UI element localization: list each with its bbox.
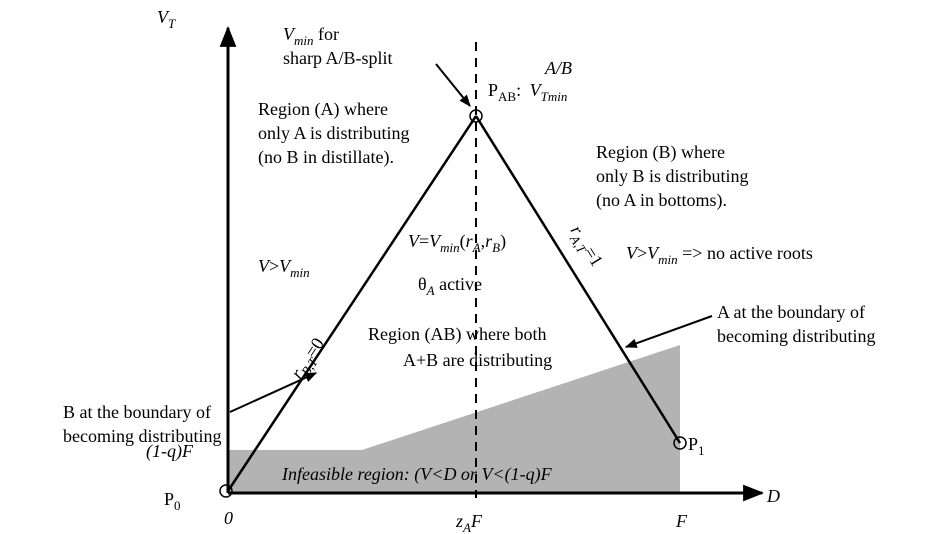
region-a-line2: only A is distributing <box>258 123 410 143</box>
region-b-line1: Region (B) where <box>596 142 725 163</box>
pab-superscript: A/B <box>544 58 572 78</box>
right-edge-rat1 <box>474 115 682 444</box>
p1-label: P1 <box>688 434 705 458</box>
f-tick-label: F <box>675 511 688 531</box>
b-boundary-line2: becoming distributing <box>63 426 221 446</box>
infeasible-region-label: Infeasible region: (V<D or V<(1-q)F <box>281 464 553 485</box>
b-boundary-line1: B at the boundary of <box>63 402 211 422</box>
region-b-line3: (no A in bottoms). <box>596 190 727 211</box>
theta-active-label: θA active <box>418 274 482 298</box>
pab-label: PAB: VTmin <box>488 80 567 104</box>
b-boundary-arrow <box>229 372 318 413</box>
left-edge-label: rB,T=0 <box>287 334 332 384</box>
q-level-label: (1-q)F <box>146 441 194 462</box>
region-a-line1: Region (A) where <box>258 99 388 120</box>
y-axis-label: VT <box>157 7 176 31</box>
region-ab-line2: A+B are distributing <box>403 350 552 370</box>
a-boundary-arrow <box>624 315 713 348</box>
region-ab-line1: Region (AB) where both <box>368 324 546 345</box>
x-axis-label: D <box>766 486 780 506</box>
origin-tick-label: 0 <box>224 508 233 528</box>
pab-point <box>469 109 483 123</box>
p0-label: P0 <box>164 489 181 513</box>
infeasible-region <box>228 345 680 493</box>
zaf-tick-label: zAF <box>455 511 483 534</box>
a-boundary-line2: becoming distributing <box>717 326 875 346</box>
left-edge-rbt0 <box>226 115 478 492</box>
vmin-note-line1: Vmin for <box>283 24 339 48</box>
center-equation: V=Vmin(rA,rB) <box>408 231 506 255</box>
a-boundary-line1: A at the boundary of <box>717 302 865 322</box>
left-condition: V>Vmin <box>258 256 310 280</box>
p1-point <box>673 436 687 450</box>
p0-point <box>219 484 233 498</box>
vmin-note-line2: sharp A/B-split <box>283 48 393 68</box>
vmin-arrow <box>435 63 471 107</box>
right-condition: V>Vmin => no active roots <box>626 243 813 267</box>
region-a-line3: (no B in distillate). <box>258 147 394 168</box>
region-b-line2: only B is distributing <box>596 166 749 186</box>
